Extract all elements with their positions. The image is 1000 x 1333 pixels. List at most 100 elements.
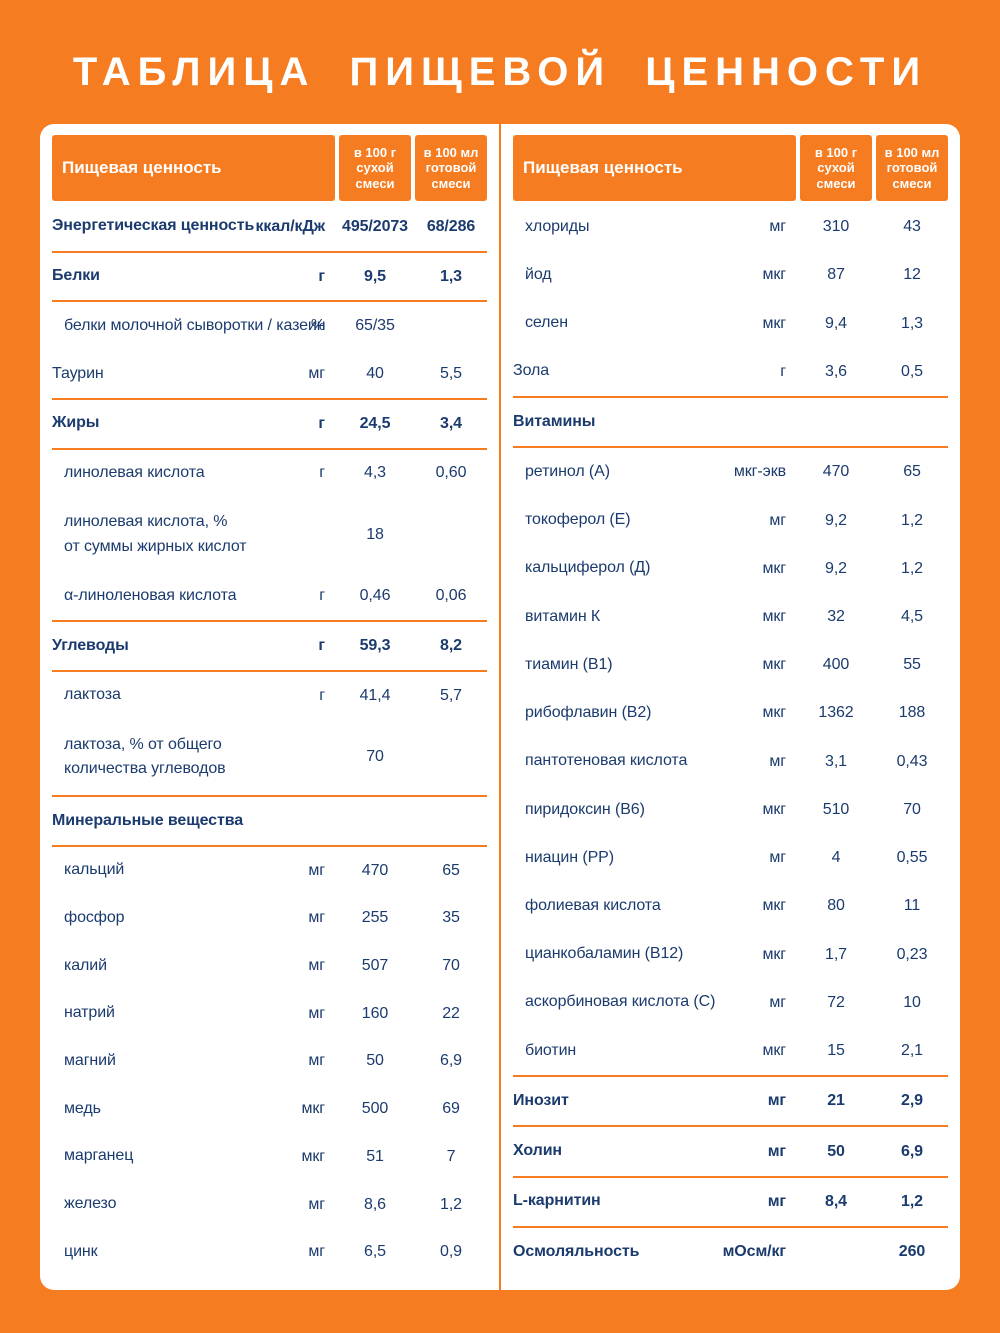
table-row: кальций мг 470 65 (52, 847, 487, 895)
row-unit: ккал/кДж (255, 217, 326, 235)
row-label-line-1: ретинол (А) (525, 462, 610, 480)
table-right-column: Пищевая ценность в 100 г сухой смеси в 1… (501, 124, 960, 1290)
row-label-line-1: кальций (64, 861, 125, 879)
row-value-per-100ml: 6,9 (901, 1142, 923, 1160)
row-value-per-100ml: 2,9 (901, 1092, 923, 1110)
table-row: цианкобаламин (В12) мкг 1,7 0,23 (513, 931, 948, 979)
table-row: витамин К мкг 32 4,5 (513, 593, 948, 641)
table-row: хлориды мг 310 43 (513, 203, 948, 251)
row-label-line-1: аскорбиновая кислота (С) (525, 993, 716, 1011)
table-row: Витамины (513, 398, 948, 449)
row-value-per-100g: 3,1 (825, 752, 847, 770)
row-label: йод (513, 263, 758, 288)
row-label: цинк (52, 1240, 304, 1265)
table-row: белки молочной сыворотки / казеин % 65/3… (52, 302, 487, 350)
row-value-per-100ml: 1,2 (901, 511, 923, 529)
table-row: Холин мг 50 6,9 (513, 1127, 948, 1178)
row-label: линолевая кислота, % от суммы жирных кис… (52, 510, 321, 560)
header-per-100ml-cell: в 100 мл готовой смеси (876, 135, 948, 201)
row-unit: мкг (301, 1100, 325, 1118)
row-unit: мкг (762, 704, 786, 722)
row-label: цианкобаламин (В12) (513, 942, 758, 967)
row-label: калий (52, 954, 304, 979)
page-title: ТАБЛИЦА ПИЩЕВОЙ ЦЕННОСТИ (72, 50, 928, 94)
row-label: α-линоленовая кислота (52, 584, 315, 609)
row-label: Жиры (52, 411, 314, 436)
row-unit: мг (767, 1142, 786, 1160)
row-value-per-100g: 59,3 (359, 637, 391, 655)
row-value-per-100ml: 10 (903, 993, 921, 1011)
row-value-per-100ml: 68/286 (426, 217, 476, 235)
row-label-line-2: от суммы жирных кислот (64, 537, 247, 555)
table-right-rows: хлориды мг 310 43 йод мкг 87 12 селен мк… (513, 203, 948, 1276)
row-label: Зола (513, 359, 776, 384)
row-label-line-1: цианкобаламин (В12) (525, 945, 684, 963)
row-label-line-1: хлориды (525, 217, 590, 235)
row-unit: мг (769, 849, 786, 867)
table-row: калий мг 507 70 (52, 942, 487, 990)
row-label-line-1: Инозит (513, 1091, 569, 1109)
row-label-line-1: α-линоленовая кислота (64, 587, 237, 605)
row-unit: мг (767, 1092, 786, 1110)
row-label-line-1: Минеральные вещества (52, 811, 244, 829)
row-value-per-100g: 255 (361, 909, 389, 927)
table-header-right: Пищевая ценность в 100 г сухой смеси в 1… (513, 135, 948, 201)
row-unit: мкг (762, 1042, 786, 1060)
row-value-per-100ml: 12 (903, 266, 921, 284)
row-value-per-100ml: 70 (442, 957, 460, 974)
row-label: медь (52, 1097, 297, 1122)
row-label-line-1: железо (64, 1195, 117, 1213)
row-value-per-100g: 9,5 (364, 267, 386, 285)
row-unit: мкг (762, 607, 786, 625)
row-label: тиамин (В1) (513, 653, 758, 678)
row-unit: г (319, 587, 325, 605)
table-row: ретинол (А) мкг-экв 470 65 (513, 448, 948, 496)
table-row: медь мкг 500 69 (52, 1085, 487, 1133)
row-value-per-100g: 8,4 (825, 1192, 847, 1210)
row-label: Осмоляльность (513, 1240, 719, 1265)
row-value-per-100g: 18 (366, 525, 384, 543)
row-unit: мг (308, 1052, 325, 1070)
header-per-100g-cell: в 100 г сухой смеси (339, 135, 411, 201)
row-label: Энергетическая ценность (52, 214, 254, 239)
row-value-per-100g: 4,3 (364, 464, 386, 482)
row-value-per-100ml: 8,2 (440, 637, 462, 655)
row-label: L-карнитин (513, 1189, 764, 1214)
table-row: Осмоляльность мОсм/кг 260 (513, 1228, 948, 1276)
row-unit: мг (769, 752, 786, 770)
row-value-per-100ml: 3,4 (440, 414, 462, 432)
row-value-per-100g: 87 (827, 266, 845, 284)
row-unit: мкг (762, 314, 786, 332)
row-label: белки молочной сыворотки / казеин (52, 314, 326, 339)
row-unit: мг (308, 1195, 325, 1213)
row-label: ниацин (РР) (513, 846, 765, 871)
row-value-per-100g: 400 (822, 656, 850, 674)
row-label-line-1: медь (64, 1099, 101, 1117)
row-value-per-100g: 1362 (818, 704, 854, 722)
row-label-line-2: количества углеводов (64, 760, 226, 778)
row-value-per-100ml: 70 (903, 800, 921, 818)
nutrition-table-card: Пищевая ценность в 100 г сухой смеси в 1… (40, 124, 960, 1290)
row-label-line-1: Таурин (52, 364, 104, 382)
table-row: L-карнитин мг 8,4 1,2 (513, 1178, 948, 1228)
row-value-per-100g: 80 (827, 897, 845, 915)
row-label: пантотеновая кислота (513, 749, 765, 774)
table-row: цинк мг 6,5 0,9 (52, 1228, 487, 1276)
row-label-line-1: лактоза (64, 686, 121, 704)
row-value-per-100g: 6,5 (364, 1243, 386, 1261)
row-label-line-1: марганец (64, 1147, 134, 1165)
row-label-line-1: пиридоксин (В6) (525, 800, 645, 818)
row-label-line-1: биотин (525, 1041, 577, 1059)
row-label: Витамины (513, 410, 782, 435)
row-label-line-1: Жиры (52, 414, 100, 432)
row-label-line-1: натрий (64, 1004, 115, 1022)
row-label: магний (52, 1049, 304, 1074)
row-value-per-100g: 32 (827, 607, 845, 625)
row-unit: мкг (762, 945, 786, 963)
row-unit: мг (767, 1192, 786, 1210)
row-value-per-100g: 65/35 (355, 317, 395, 335)
row-label-line-1: фолиевая кислота (525, 897, 661, 914)
row-label: лактоза (52, 683, 315, 708)
row-value-per-100ml: 1,2 (901, 1192, 923, 1210)
header-name-cell: Пищевая ценность (513, 135, 796, 201)
